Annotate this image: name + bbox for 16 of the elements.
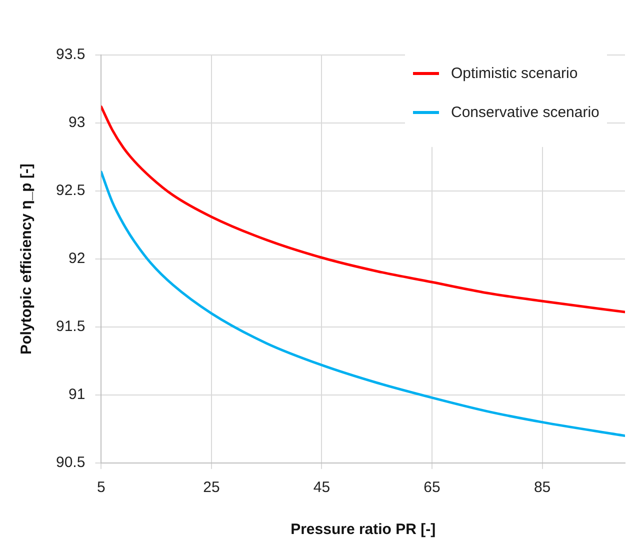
y-tick-label: 93 bbox=[68, 114, 86, 132]
x-axis-title: Pressure ratio PR [-] bbox=[290, 521, 436, 538]
y-tick-label: 91.5 bbox=[56, 318, 86, 336]
legend-label: Conservative scenario bbox=[451, 104, 600, 121]
x-tick-label: 45 bbox=[313, 479, 330, 496]
legend-label: Optimistic scenario bbox=[451, 65, 578, 82]
x-tick-label: 25 bbox=[203, 479, 220, 496]
x-tick-label: 65 bbox=[424, 479, 440, 496]
x-tick-label: 85 bbox=[534, 479, 551, 496]
y-tick-label: 91 bbox=[68, 386, 86, 404]
y-axis-title: Polytopic efficiency η_p [-] bbox=[18, 164, 36, 354]
y-tick-label: 90.5 bbox=[56, 454, 86, 472]
x-tick-label: 5 bbox=[97, 479, 106, 496]
y-tick-label: 92.5 bbox=[56, 182, 86, 200]
y-tick-label: 93.5 bbox=[56, 46, 86, 64]
y-tick-label: 92 bbox=[68, 250, 86, 268]
